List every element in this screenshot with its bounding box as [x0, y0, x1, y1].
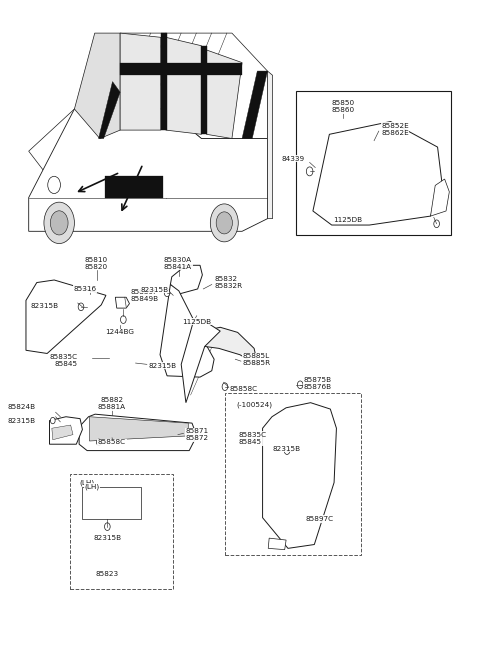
Polygon shape	[206, 50, 242, 138]
Circle shape	[50, 211, 68, 235]
Polygon shape	[242, 71, 267, 138]
Text: 1244BG: 1244BG	[106, 329, 134, 335]
Text: 82315B: 82315B	[31, 303, 59, 308]
Circle shape	[50, 417, 55, 424]
Polygon shape	[161, 33, 167, 130]
Text: 1125DB: 1125DB	[182, 319, 211, 325]
Text: 82315B: 82315B	[140, 287, 168, 293]
Polygon shape	[83, 487, 141, 519]
Text: 85824B: 85824B	[7, 404, 36, 410]
Text: 85858C: 85858C	[98, 439, 126, 445]
Circle shape	[298, 381, 303, 389]
Polygon shape	[268, 538, 286, 550]
Circle shape	[120, 316, 126, 323]
Text: 85810
85820: 85810 85820	[85, 257, 108, 270]
Polygon shape	[120, 33, 161, 130]
Polygon shape	[313, 121, 442, 225]
Bar	[296, 91, 451, 235]
Polygon shape	[79, 414, 197, 451]
Text: 85871
85872: 85871 85872	[186, 428, 209, 441]
Circle shape	[434, 220, 440, 228]
Text: 85850
85860: 85850 85860	[332, 100, 355, 113]
Bar	[225, 393, 361, 555]
Circle shape	[105, 523, 110, 531]
Bar	[70, 474, 173, 589]
Polygon shape	[202, 46, 206, 134]
Polygon shape	[26, 280, 106, 353]
Polygon shape	[29, 109, 120, 198]
Circle shape	[210, 204, 238, 242]
Polygon shape	[166, 37, 202, 134]
Polygon shape	[120, 63, 242, 75]
Polygon shape	[74, 33, 120, 138]
Text: 85858C: 85858C	[229, 385, 258, 392]
Circle shape	[48, 176, 60, 194]
Circle shape	[96, 439, 101, 445]
Text: 85835C
85845: 85835C 85845	[49, 354, 78, 367]
Polygon shape	[29, 109, 267, 231]
Text: 82315B: 82315B	[93, 535, 121, 541]
Text: 1125DB: 1125DB	[333, 217, 362, 223]
Text: 85885L
85885R: 85885L 85885R	[242, 353, 270, 366]
Text: 82315B: 82315B	[148, 363, 176, 368]
Circle shape	[216, 212, 232, 234]
Polygon shape	[52, 425, 73, 439]
Text: (-100524): (-100524)	[236, 402, 272, 409]
Text: 84339: 84339	[282, 156, 305, 162]
Text: 85852E
85862E: 85852E 85862E	[381, 123, 409, 136]
Text: 85316: 85316	[73, 286, 96, 292]
Text: (LH): (LH)	[84, 484, 99, 490]
Text: 85897C: 85897C	[306, 516, 334, 522]
Text: 85839F
85849B: 85839F 85849B	[131, 289, 159, 302]
Circle shape	[306, 167, 313, 176]
Polygon shape	[105, 177, 163, 198]
Circle shape	[78, 303, 84, 310]
Polygon shape	[74, 33, 267, 138]
Text: (LH): (LH)	[80, 479, 95, 486]
Text: 85823: 85823	[96, 571, 119, 577]
Polygon shape	[115, 297, 130, 308]
Circle shape	[284, 447, 290, 454]
Circle shape	[164, 289, 170, 297]
Polygon shape	[181, 319, 220, 403]
Polygon shape	[170, 265, 203, 294]
Circle shape	[222, 383, 228, 391]
Text: 85830A
85841A: 85830A 85841A	[164, 257, 192, 270]
Polygon shape	[98, 82, 120, 138]
Polygon shape	[160, 284, 214, 377]
Text: 85832
85832R: 85832 85832R	[214, 276, 242, 289]
Circle shape	[44, 202, 74, 244]
Polygon shape	[431, 179, 449, 216]
Polygon shape	[263, 403, 336, 548]
Text: 85875B
85876B: 85875B 85876B	[303, 377, 332, 390]
Polygon shape	[267, 71, 273, 218]
Polygon shape	[203, 327, 258, 366]
Polygon shape	[89, 417, 188, 441]
Text: 82315B: 82315B	[7, 417, 36, 424]
Polygon shape	[49, 417, 83, 444]
Text: 82315B: 82315B	[273, 446, 301, 452]
Text: 85882
85881A: 85882 85881A	[98, 398, 126, 411]
Text: 85835C
85845: 85835C 85845	[239, 432, 267, 445]
